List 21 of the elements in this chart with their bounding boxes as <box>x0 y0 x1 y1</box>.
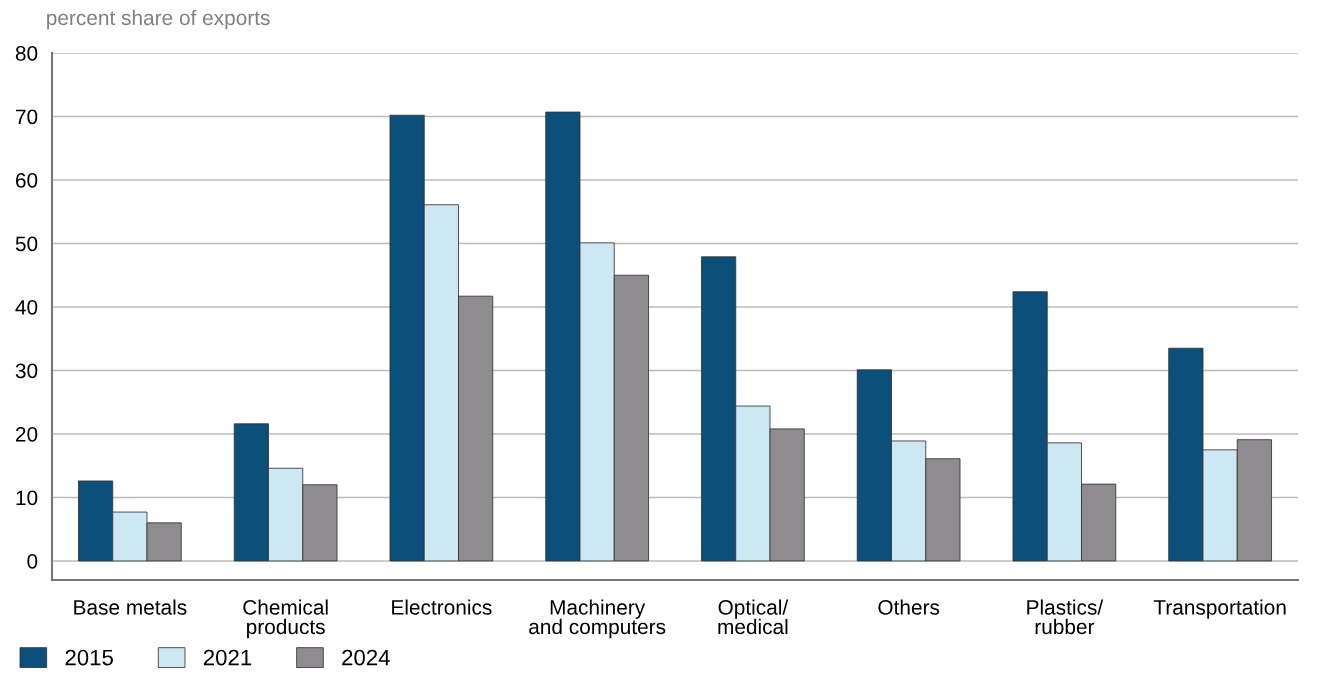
y-tick-label: 70 <box>16 109 38 125</box>
x-tick-label: Others <box>878 599 940 615</box>
legend-label: 2024 <box>342 649 390 666</box>
x-tick-label: Plastics/ rubber <box>1027 599 1104 635</box>
x-tick-label: Optical/ medical <box>718 599 789 635</box>
y-tick-label: 10 <box>16 490 38 506</box>
x-tick-label: Base metals <box>74 599 187 615</box>
x-tick-label: Chemical products <box>243 599 328 639</box>
y-tick-label: 20 <box>15 426 38 442</box>
legend-label: 2015 <box>65 649 113 666</box>
y-tick-label: 80 <box>15 46 38 61</box>
x-tick-label: Machinery and computers <box>529 599 666 639</box>
y-tick-label: 30 <box>15 363 38 379</box>
y-tick-label: 50 <box>15 236 38 252</box>
y-tick-label: 60 <box>16 172 38 188</box>
y-axis-title: percent share of exports <box>47 9 270 30</box>
legend-label: 2021 <box>203 649 252 666</box>
x-tick-label: Transportation <box>1153 599 1286 619</box>
x-tick-label: Electronics <box>392 599 492 615</box>
y-tick-label: 40 <box>15 299 38 315</box>
y-tick-label: 0 <box>27 553 38 569</box>
